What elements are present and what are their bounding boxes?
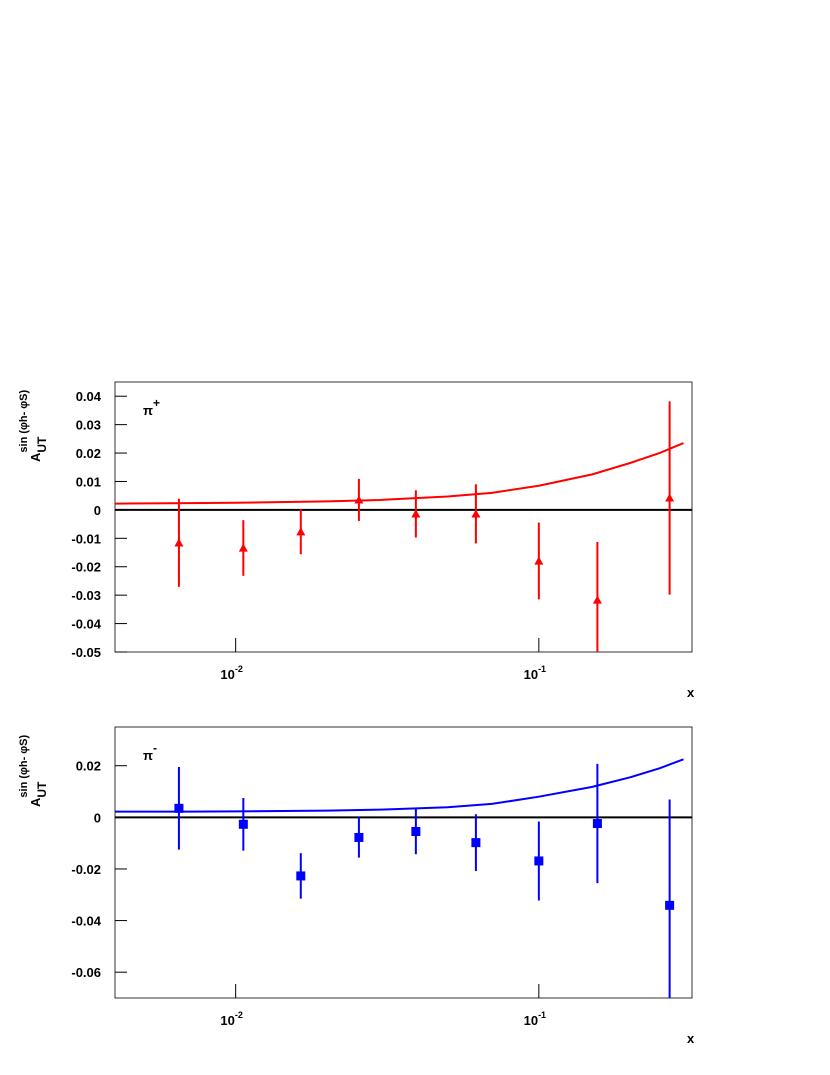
x-tick-label: 10-2 [220,664,242,682]
x-tick-exponent: -1 [538,664,546,674]
annotation-main: π [143,403,153,418]
data-point [534,856,544,866]
data-point [411,827,421,837]
x-axis-label: x [687,1031,695,1046]
plot-frame [114,726,693,999]
data-point [354,832,364,842]
x-axis-label: x [687,685,695,700]
data-point [471,509,481,518]
y-label-main: A [28,452,43,462]
y-tick-label: 0.02 [76,759,101,774]
x-tick-base: 10 [220,667,234,682]
y-tick-label: 0.03 [76,418,101,433]
data-point [665,493,675,502]
model-curve [115,758,684,813]
x-tick-exponent: -2 [235,664,243,674]
annotation: π+ [143,396,160,418]
y-tick-label: -0.05 [71,645,101,660]
data-point [238,819,248,829]
data-point [296,871,306,881]
x-tick-base: 10 [220,1013,234,1028]
x-tick-base: 10 [524,1013,538,1028]
data-point [174,538,184,547]
y-tick-label: 0.02 [76,446,101,461]
y-label-sub: UT [35,781,49,798]
annotation: π- [143,741,157,763]
x-tick-exponent: -1 [538,1010,546,1020]
annotation-main: π [143,748,153,763]
y-tick-label: -0.04 [71,617,101,632]
plot-frame [114,381,693,653]
annotation-sup: + [153,396,160,410]
data-point [665,900,675,910]
y-tick-label: -0.02 [71,862,101,877]
data-point [592,819,602,829]
y-axis-label: AUT sin (φh- φS) [18,389,49,462]
x-tick-label: 10-1 [524,1010,546,1028]
data-point [592,595,602,604]
y-tick-label: -0.02 [71,560,101,575]
y-tick-label: 0 [94,503,101,518]
y-label-sup: sin (φh- φS) [18,734,30,797]
y-label-sub: UT [35,436,49,453]
plot-area [115,401,684,652]
y-tick-label: 0.01 [76,474,101,489]
plot-area [115,758,684,998]
data-point [296,527,306,536]
x-tick-label: 10-1 [524,664,546,682]
data-point [411,509,421,518]
y-tick-label: 0.04 [76,389,102,404]
y-tick-label: -0.04 [71,914,101,929]
data-point [174,803,184,813]
model-curve [115,442,684,505]
y-label-sup: sin (φh- φS) [18,389,30,452]
data-point [238,543,248,552]
y-tick-label: -0.01 [71,531,101,546]
data-point [354,495,364,504]
y-label-main: A [28,797,43,807]
y-axis-label: AUT sin (φh- φS) [18,734,49,807]
x-tick-label: 10-2 [220,1010,242,1028]
x-tick-base: 10 [524,667,538,682]
data-point [471,838,481,848]
y-tick-label: -0.06 [71,965,101,980]
data-point [534,556,544,565]
x-tick-exponent: -2 [235,1010,243,1020]
annotation-sup: - [153,741,157,755]
y-tick-label: -0.03 [71,588,101,603]
y-tick-label: 0 [94,810,101,825]
